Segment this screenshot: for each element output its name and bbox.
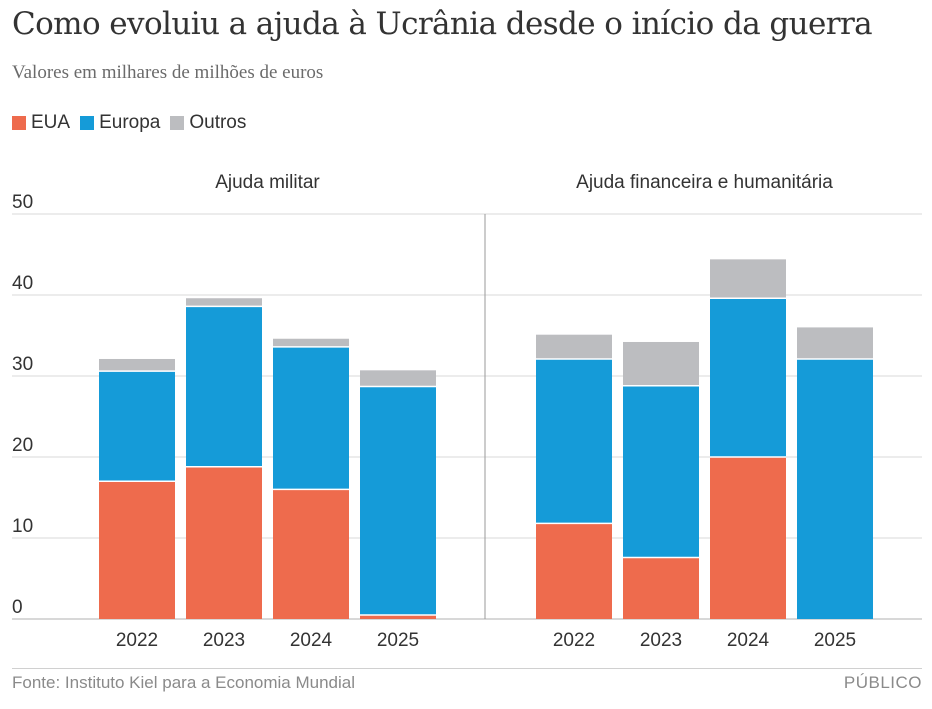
bar-2-2023-europa [623,385,699,558]
bar-1-2022-europa [99,371,175,482]
bar-1-2025-europa [360,386,436,615]
legend-swatch-eua [12,116,26,130]
bar-2-2025-europa [797,358,873,619]
panel-title-2: Ajuda financeira e humanitária [576,172,833,193]
bar-1-2023-europa [186,306,262,467]
legend-label-eua: EUA [31,112,71,133]
bar-2-2023-eua [623,557,699,619]
x-tick-label-2-2024: 2024 [727,630,770,651]
bar-2-2022-outros [536,334,612,359]
bar-1-2023-outros [186,298,262,307]
legend-label-outros: Outros [189,112,247,133]
bar-1-2025-eua [360,614,436,619]
x-tick-label-2-2025: 2025 [814,630,856,651]
legend-label-europa: Europa [99,112,161,133]
bar-1-2022-eua [99,481,175,619]
x-tick-label-1-2022: 2022 [116,630,158,651]
bar-2-2025-outros [797,327,873,359]
y-tick-label-40: 40 [12,273,33,294]
stacked-bar-chart: 0 10 20 30 40 50 Ajuda militar 2022 2023 2024 2025… [12,172,922,651]
publisher-logo-text: PÚBLICO [843,673,922,692]
x-tick-label-2-2023: 2023 [640,630,682,651]
legend-item-europa: Europa [80,112,160,134]
bar-1-2024-eua [273,489,349,619]
legend-swatch-europa [80,116,95,130]
chart-title: Como evoluiu a ajuda à Ucrânia desde o i… [12,6,873,42]
y-tick-label-10: 10 [12,516,33,537]
bar-1-2024-europa [273,346,349,490]
y-tick-label-30: 30 [12,354,33,375]
bar-2-2024-outros [710,259,786,299]
y-tick-label-50: 50 [12,192,33,213]
bar-2-2024-eua [710,457,786,619]
y-tick-label-0: 0 [12,597,23,618]
x-tick-label-1-2024: 2024 [290,630,333,651]
x-tick-label-2-2022: 2022 [553,630,595,651]
bar-2-2022-europa [536,358,612,524]
legend: EUA Europa Outros [12,112,256,134]
source-note: Fonte: Instituto Kiel para a Economia Mu… [12,673,356,692]
bar-1-2022-outros [99,358,175,372]
bar-1-2023-eua [186,466,262,619]
legend-swatch-outros [170,116,185,130]
bar-1-2024-outros [273,338,349,347]
panel-title-1: Ajuda militar [215,172,320,193]
footer-divider [12,668,922,669]
legend-item-outros: Outros [170,112,246,134]
bar-2-2023-outros [623,341,699,386]
bar-2-2024-europa [710,298,786,457]
bar-1-2025-outros [360,370,436,387]
x-tick-label-1-2023: 2023 [203,630,245,651]
legend-item-eua: EUA [12,112,70,134]
chart-subtitle: Valores em milhares de milhões de euros [12,62,324,83]
y-tick-label-20: 20 [12,435,33,456]
x-tick-label-1-2025: 2025 [377,630,419,651]
bar-2-2022-eua [536,523,612,619]
